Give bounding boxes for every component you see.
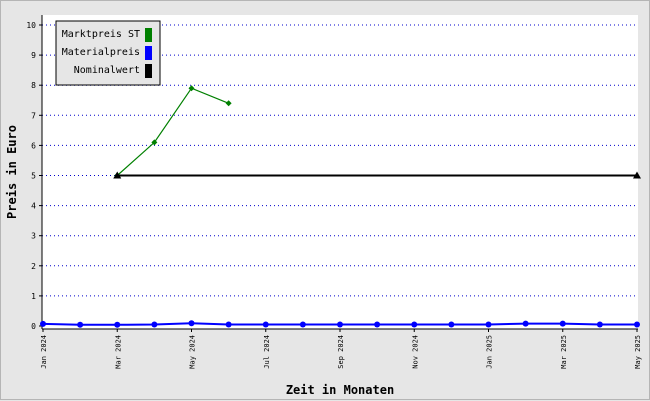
data-point <box>225 100 232 107</box>
legend-label: Nominalwert <box>74 65 140 76</box>
data-point <box>188 320 195 327</box>
data-point <box>262 321 269 328</box>
y-tick-label: 8 <box>31 81 36 90</box>
data-point <box>448 321 455 328</box>
data-point <box>374 321 381 328</box>
x-tick-label: Jul 2024 <box>263 335 271 369</box>
x-tick-label: May 2024 <box>189 335 197 369</box>
data-point <box>411 321 418 328</box>
data-point <box>151 321 158 328</box>
data-point <box>40 320 46 327</box>
data-point <box>225 321 232 328</box>
data-point <box>596 321 603 328</box>
y-tick-label: 0 <box>31 322 36 331</box>
data-point <box>113 171 122 179</box>
x-tick-label: Jan 2025 <box>486 335 494 369</box>
x-tick-label: Nov 2024 <box>411 335 419 369</box>
x-tick-label: Mar 2024 <box>114 335 122 369</box>
data-point <box>77 321 84 328</box>
x-tick-label: May 2025 <box>634 335 642 369</box>
legend-swatch <box>145 64 152 78</box>
data-point <box>299 321 306 328</box>
y-axis-label: Preis in Euro <box>5 125 19 219</box>
data-point <box>634 321 640 328</box>
data-point <box>337 321 343 328</box>
legend: Marktpreis ST Materialpreis Nominalwert <box>55 20 161 86</box>
data-point <box>485 321 492 328</box>
y-tick-label: 6 <box>31 141 36 150</box>
y-tick-label: 5 <box>31 172 36 181</box>
x-tick-label: Jan 2024 <box>40 335 48 369</box>
data-point <box>522 320 529 327</box>
legend-label: Marktpreis ST <box>62 29 140 40</box>
y-tick-label: 10 <box>26 21 36 30</box>
data-point <box>559 320 566 327</box>
y-tick-label: 7 <box>31 111 36 120</box>
data-point <box>633 171 641 179</box>
legend-swatch <box>145 28 152 42</box>
data-point <box>151 139 158 146</box>
data-point <box>188 85 195 92</box>
legend-box <box>55 20 161 86</box>
y-tick-label: 9 <box>31 51 36 60</box>
series-line <box>116 87 229 176</box>
y-tick-label: 4 <box>31 202 36 211</box>
y-tick-label: 3 <box>31 232 36 241</box>
y-tick-label: 1 <box>31 292 36 301</box>
axes: 0 1 2 3 4 5 6 7 8 9 10 Jan 2024 Mar 2024 May 2024 Jul … <box>26 15 642 369</box>
y-tick-label: 2 <box>31 262 36 271</box>
data-point <box>114 321 121 328</box>
legend-label: Materialpreis <box>62 47 140 58</box>
x-axis-label: Zeit in Monaten <box>286 383 394 397</box>
series-layer <box>40 85 641 328</box>
legend-swatch <box>145 46 152 60</box>
x-tick-label: Mar 2025 <box>560 335 568 369</box>
x-tick-label: Sep 2024 <box>337 335 345 369</box>
